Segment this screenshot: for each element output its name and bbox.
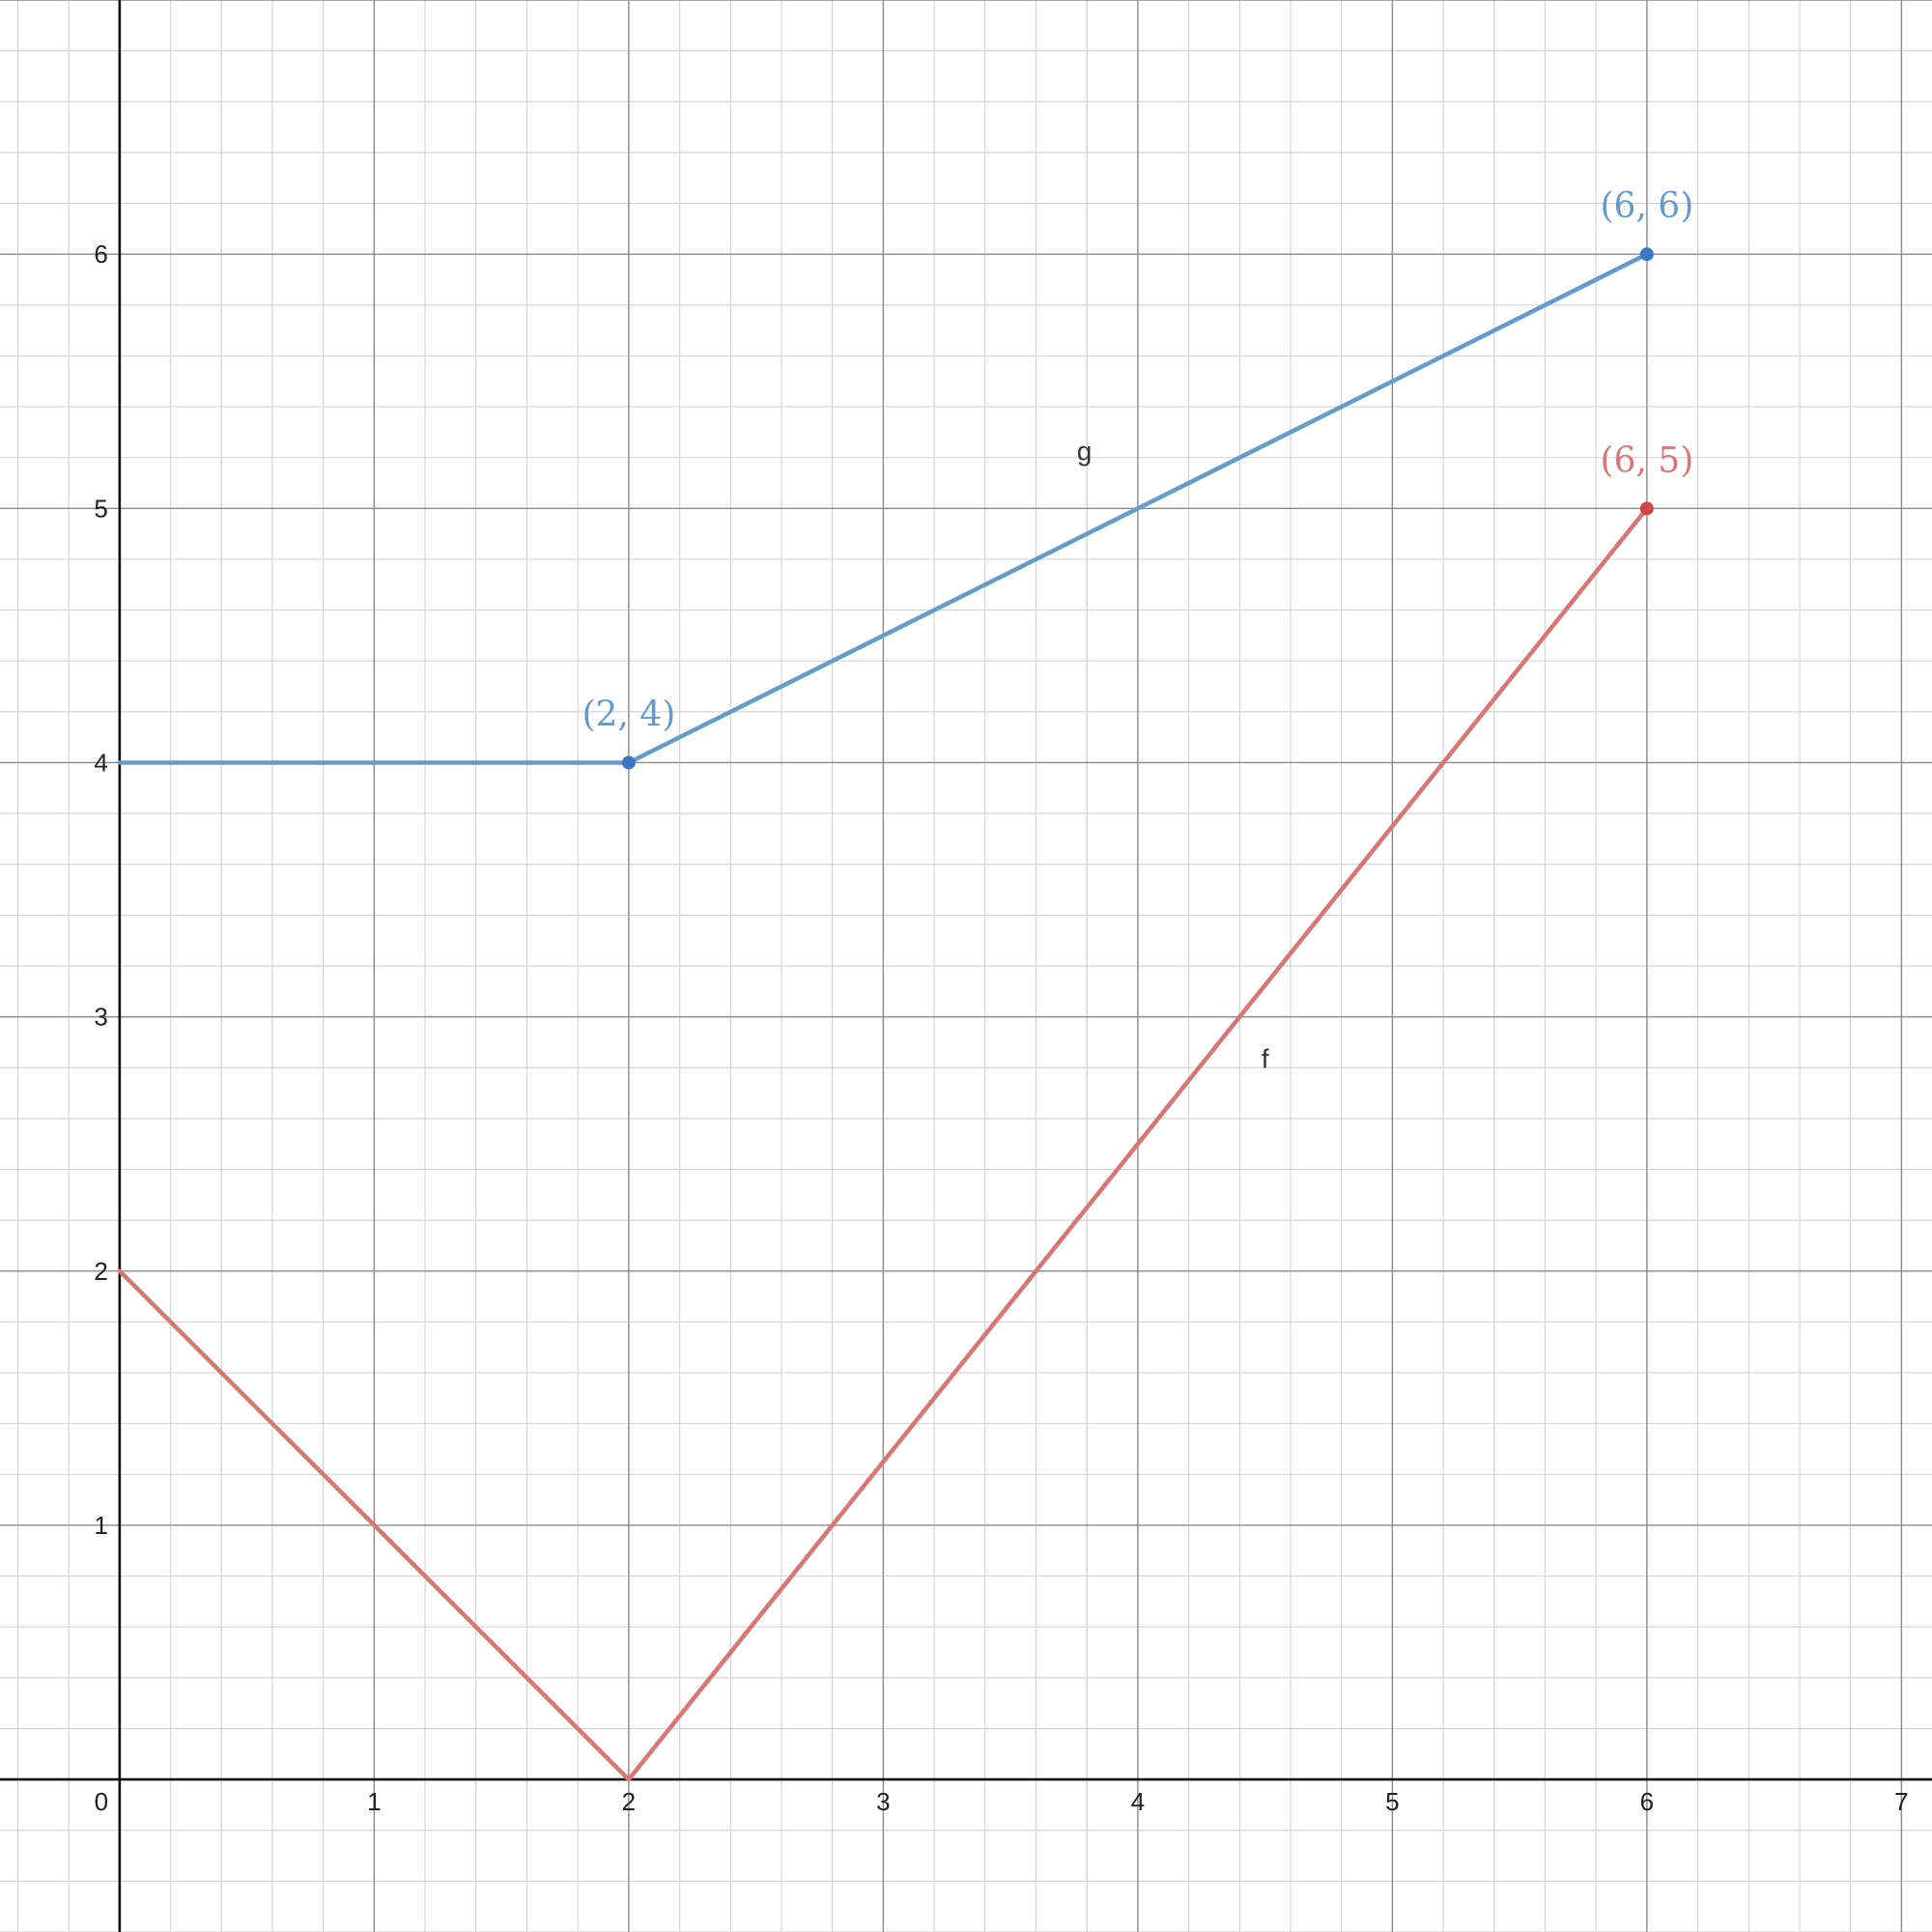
series-label-g: g <box>1077 436 1093 466</box>
tick-labels: 0 1 2 3 4 5 6 7 1 2 3 4 5 6 <box>94 240 1908 1816</box>
point-label: (6, 6) <box>1600 186 1693 226</box>
point-label: (6, 5) <box>1600 440 1693 480</box>
marked-points: (2, 4) (6, 6) (6, 5) <box>582 186 1693 770</box>
x-tick-label: 5 <box>1385 1787 1399 1816</box>
point-label: (2, 4) <box>582 695 675 734</box>
point-dot <box>1639 247 1654 262</box>
point-dot <box>1639 501 1654 516</box>
x-tick-label: 4 <box>1131 1787 1145 1816</box>
y-tick-label: 3 <box>94 1003 107 1032</box>
x-tick-label: 3 <box>876 1787 890 1816</box>
function-labels: gf <box>1077 436 1269 1073</box>
y-tick-label: 4 <box>94 748 107 777</box>
series-line-f <box>117 506 1650 1782</box>
x-tick-label: 2 <box>622 1787 636 1816</box>
x-tick-label: 7 <box>1894 1787 1908 1816</box>
y-tick-label: 6 <box>94 240 107 269</box>
y-tick-label: 5 <box>94 494 107 523</box>
x-tick-label: 6 <box>1640 1787 1654 1816</box>
x-tick-label: 1 <box>367 1787 381 1816</box>
y-tick-label: 2 <box>94 1257 107 1286</box>
x-tick-label: 0 <box>95 1787 108 1816</box>
y-tick-label: 1 <box>94 1511 107 1540</box>
point-dot <box>621 755 636 770</box>
series-label-f: f <box>1262 1043 1269 1073</box>
